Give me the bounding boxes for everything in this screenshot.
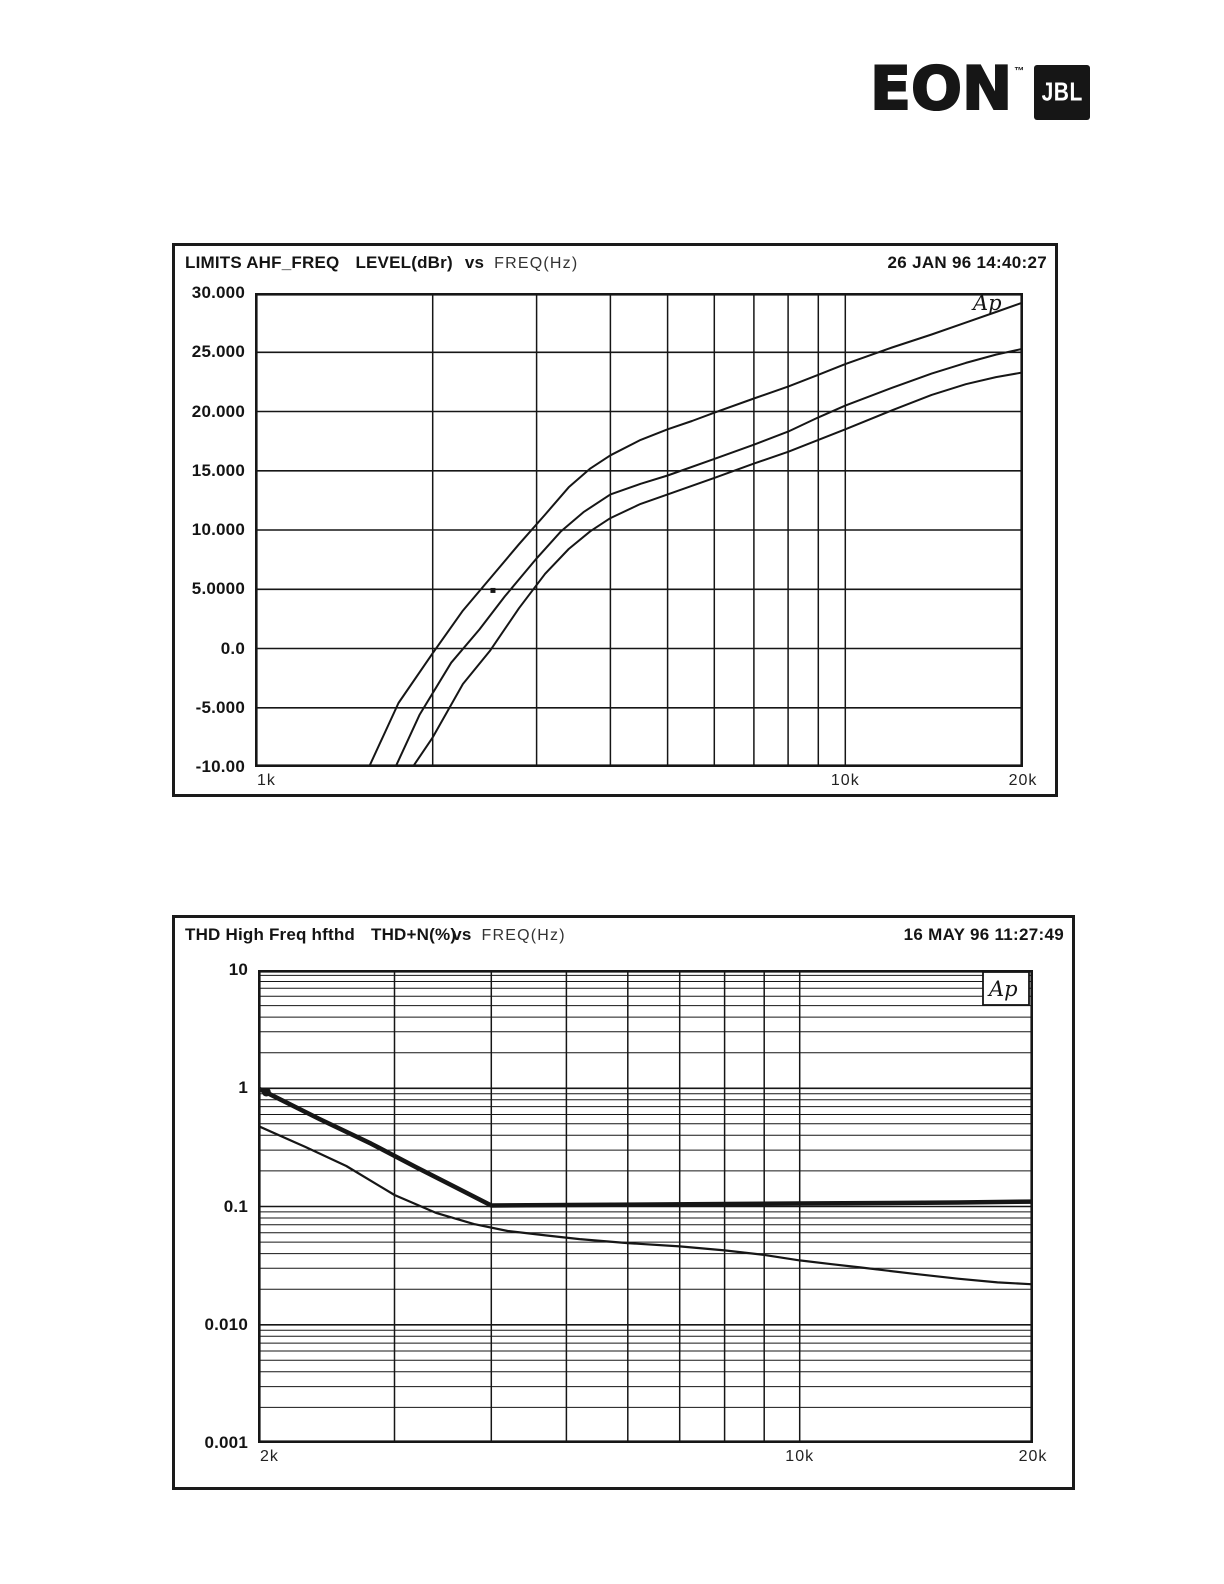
limits-chart-header: LIMITS AHF_FREQ LEVEL(dBr) vs FREQ(Hz) 26 J…	[185, 253, 1047, 273]
thd-measured-curve	[258, 1124, 1033, 1286]
y-tick-label: 10	[228, 960, 248, 979]
x-tick-label: 10k	[830, 772, 860, 789]
y-tick-label: 5.0000	[191, 579, 245, 599]
jbl-logo: JBL	[1041, 77, 1083, 107]
plot-border	[258, 970, 1033, 1443]
ap-logo-box	[982, 971, 1030, 1006]
marker-dot	[490, 587, 496, 593]
y-tick-label: -5.000	[195, 697, 245, 717]
y-tick-label: 0.010	[204, 1314, 248, 1334]
y-tick-label: 15.000	[191, 460, 245, 480]
x-tick-label: 2k	[260, 1448, 279, 1465]
y-tick-label: 30.000	[191, 283, 245, 302]
x-tick-label: 10k	[785, 1448, 815, 1465]
title-test-name: THD High Freq hfthd	[185, 925, 355, 944]
thd-x-axis-labels: 2k 10k 20k	[258, 1447, 1046, 1471]
y-tick-label: 1	[238, 1078, 248, 1098]
thd-plot-area: Ap	[258, 970, 1033, 1443]
y-tick-label: 20.000	[191, 401, 245, 421]
data-curves	[258, 1086, 1033, 1286]
y-tick-label: 0.1	[223, 1196, 248, 1216]
title-x-quantity: FREQ(Hz)	[494, 255, 579, 272]
trademark-symbol: ™	[1014, 66, 1025, 77]
y-tick-label: 10.000	[191, 520, 245, 539]
middle-response-curve	[394, 347, 1023, 767]
title-x-quantity: FREQ(Hz)	[481, 927, 566, 944]
thd-chart: THD High Freq hfthd THD+N(%)vs FREQ(Hz) 16…	[172, 915, 1075, 1490]
thd-y-axis-labels: 10 1 0.1 0.010 0.001	[175, 960, 252, 1452]
x-tick-label: 1k	[257, 772, 276, 789]
title-test-name: LIMITS AHF_FREQ	[185, 253, 340, 272]
brand-logo: EON ™ JBL	[869, 54, 1091, 124]
title-vs: vs	[464, 253, 485, 272]
limits-level-chart: LIMITS AHF_FREQ LEVEL(dBr) vs FREQ(Hz) 26 J…	[172, 243, 1058, 797]
eon-logo: EON	[869, 54, 1013, 124]
x-tick-label: 20k	[1018, 1448, 1048, 1465]
lower-limit-curve	[411, 371, 1023, 767]
limits-x-axis-labels: 1k 10k 20k	[255, 771, 1036, 795]
thd-chart-header: THD High Freq hfthd THD+N(%)vs FREQ(Hz) 16…	[185, 925, 1064, 945]
grid-lines	[255, 293, 1023, 767]
y-tick-label: 0.0	[220, 638, 245, 658]
marker-dot	[261, 1087, 271, 1097]
y-tick-label: -10.00	[195, 757, 245, 776]
upper-limit-curve	[368, 301, 1023, 767]
grid-lines	[258, 970, 1033, 1443]
jbl-logo-box: JBL	[1034, 65, 1091, 120]
y-tick-label: 0.001	[204, 1433, 248, 1452]
thd-limit-curve-thick	[258, 1086, 1033, 1208]
thd-chart-title: THD High Freq hfthd THD+N(%)vs FREQ(Hz)	[185, 925, 566, 945]
plot-border	[255, 293, 1023, 767]
x-tick-label: 20k	[1008, 772, 1038, 789]
title-vs: vs	[452, 925, 472, 944]
y-tick-label: 25.000	[191, 342, 245, 362]
limits-chart-timestamp: 26 JAN 96 14:40:27	[887, 253, 1047, 272]
limits-plot-area: Ap	[255, 293, 1023, 767]
title-y-quantity: THD+N(%)	[371, 925, 457, 944]
data-curves	[368, 301, 1023, 767]
ap-logo: Ap	[971, 293, 1002, 315]
limits-chart-title: LIMITS AHF_FREQ LEVEL(dBr) vs FREQ(Hz)	[185, 253, 578, 273]
limits-y-axis-labels: 30.000 25.000 20.000 15.000 10.000 5.0000 0.0 -…	[175, 283, 249, 776]
ap-logo: Ap	[987, 977, 1018, 1001]
thd-chart-timestamp: 16 MAY 96 11:27:49	[903, 925, 1064, 944]
title-y-quantity: LEVEL(dBr)	[355, 253, 453, 272]
